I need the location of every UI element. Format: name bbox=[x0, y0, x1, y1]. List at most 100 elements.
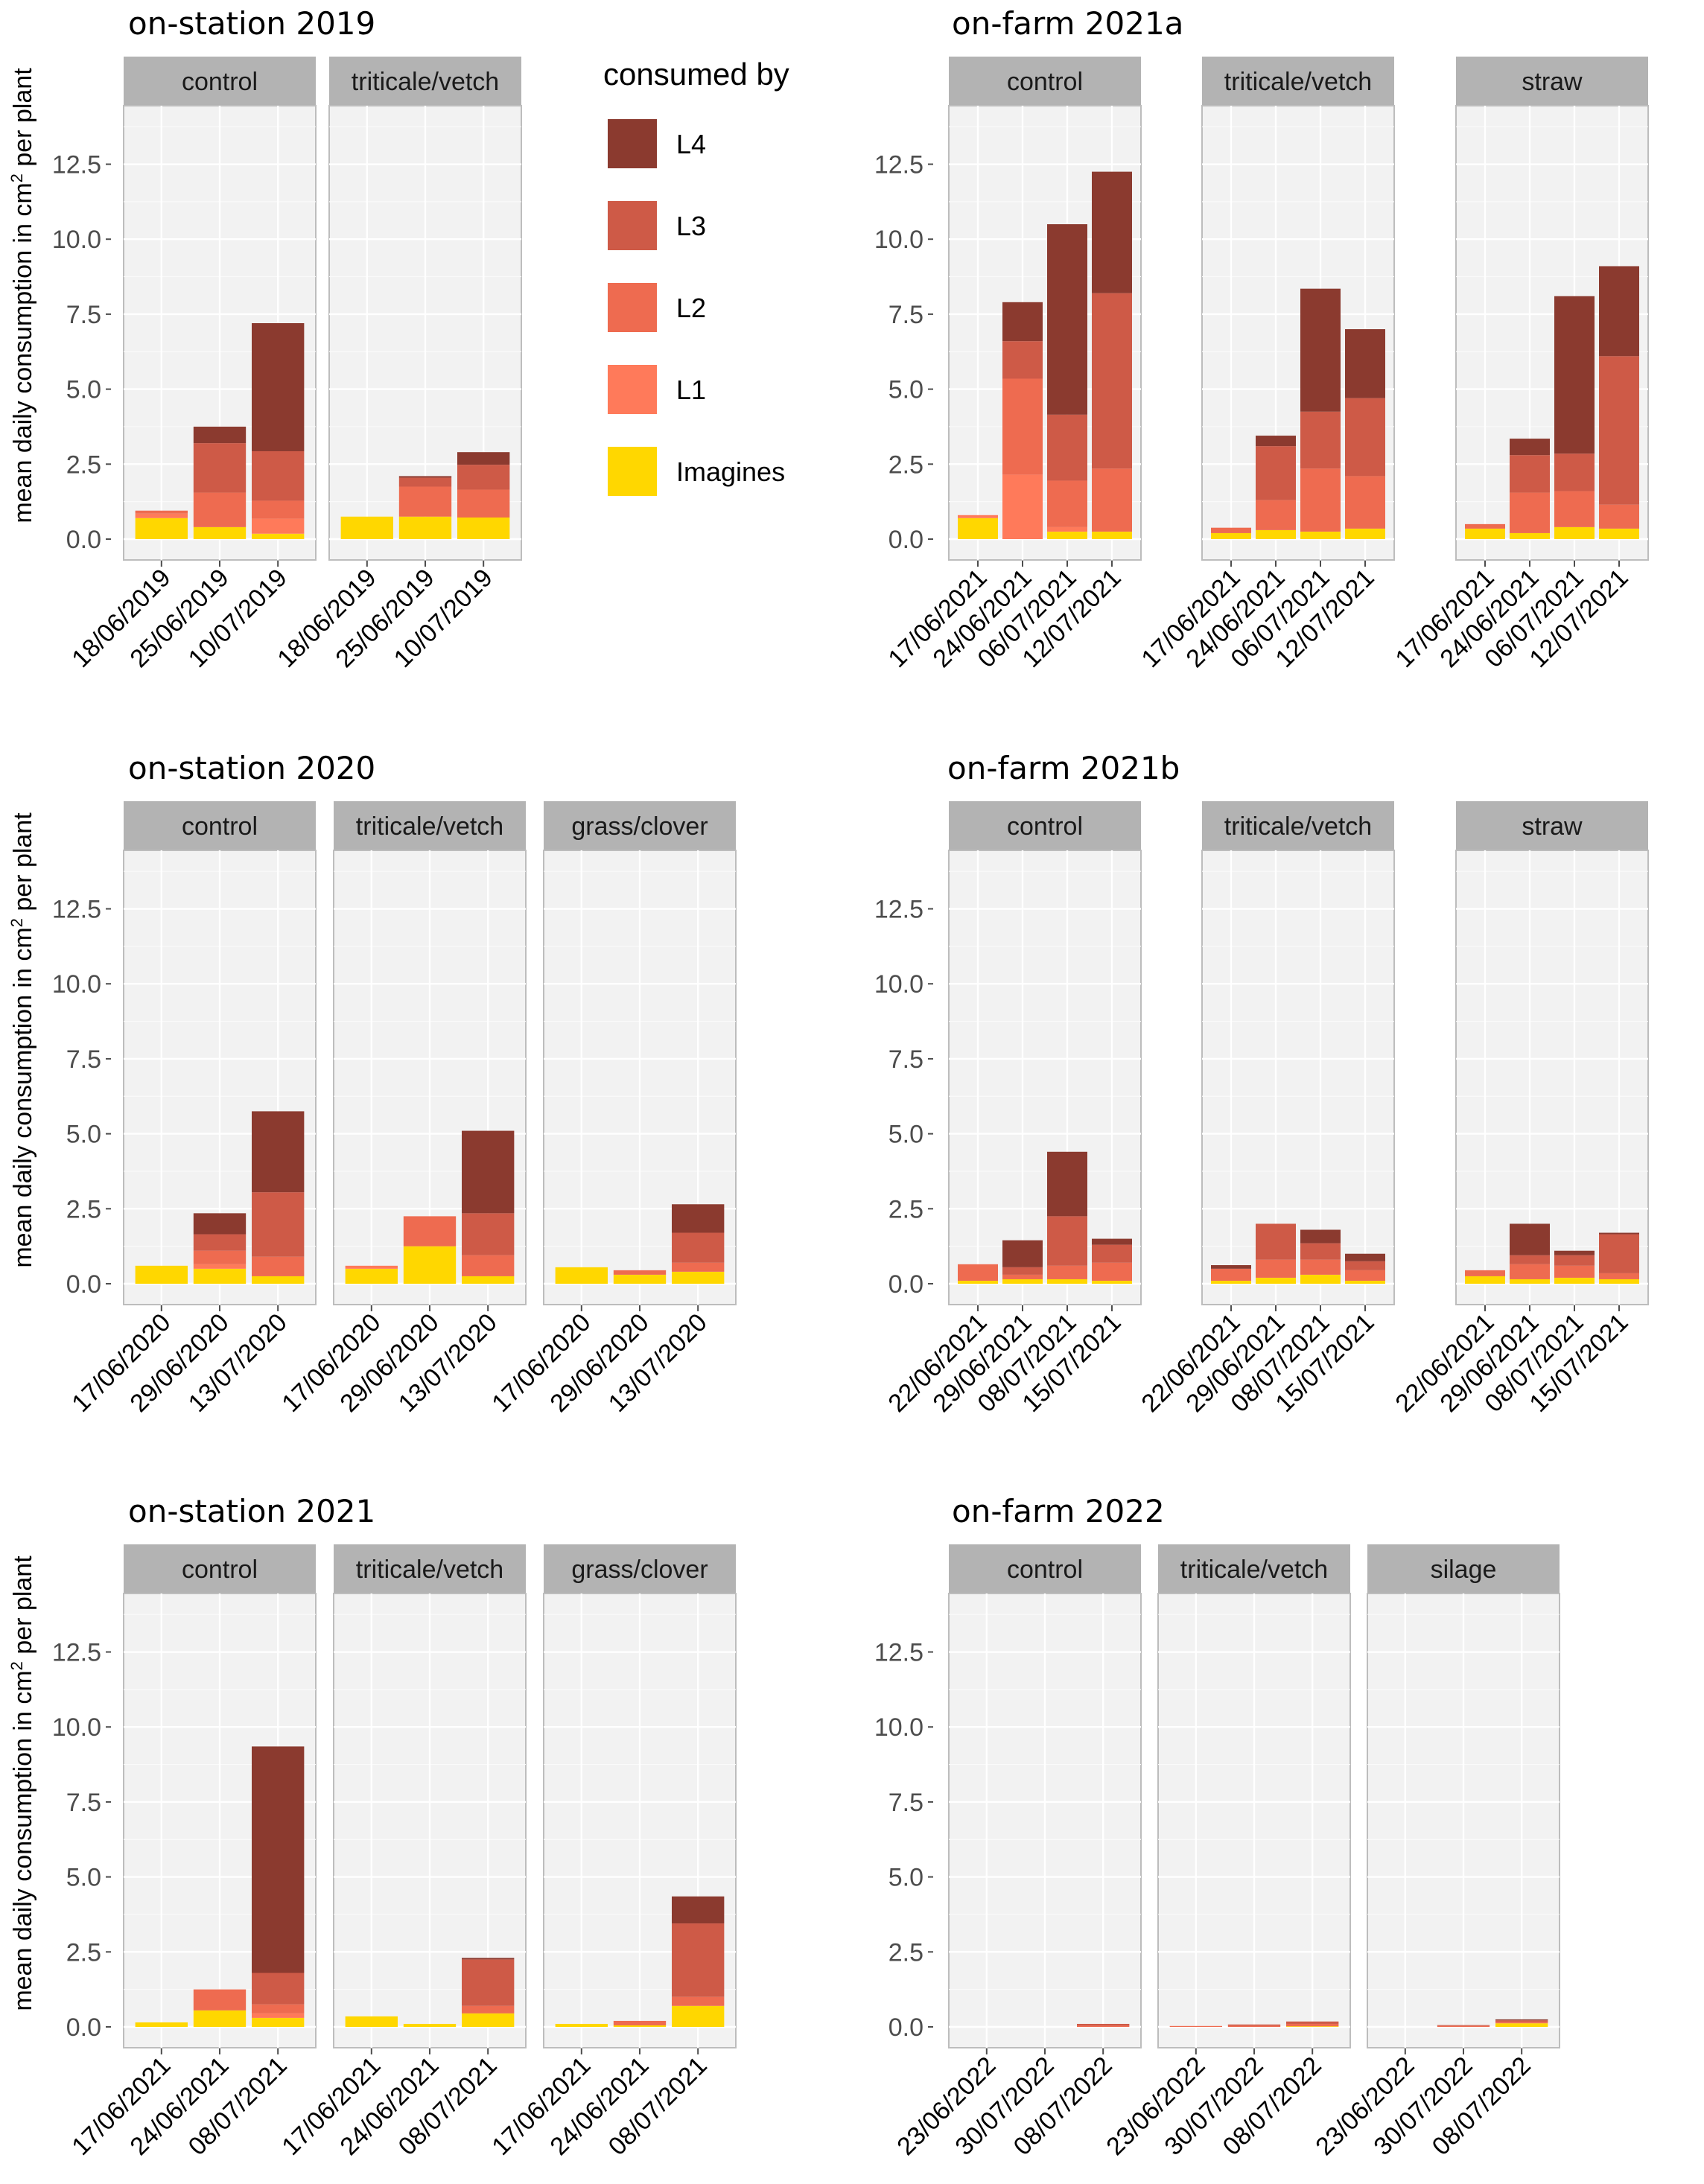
y-tick-label: 10.0 bbox=[52, 970, 101, 999]
facet-strip bbox=[949, 1544, 1141, 1594]
y-axis-label-text: mean daily consumption in cm bbox=[9, 927, 37, 1267]
bar-segment-imagines bbox=[252, 533, 305, 539]
bar-segment-l2 bbox=[403, 1216, 457, 1247]
facet-strip bbox=[1202, 801, 1394, 850]
bar-segment-l4 bbox=[1599, 266, 1639, 357]
bar-segment-l3 bbox=[1437, 2025, 1490, 2026]
legend-swatch-l1 bbox=[608, 365, 657, 414]
bar-segment-l4 bbox=[462, 1130, 515, 1214]
bar-segment-l3 bbox=[672, 1232, 725, 1263]
y-axis-label: mean daily consumption in cm2 per plant bbox=[7, 812, 38, 1268]
bar-segment-l2 bbox=[1510, 1264, 1550, 1279]
bar-segment-l4 bbox=[398, 476, 452, 478]
bar-segment-imagines bbox=[1300, 531, 1341, 539]
bar-segment-l2 bbox=[462, 1255, 515, 1276]
bar-segment-l3 bbox=[1286, 2021, 1339, 2024]
y-tick-label: 0.0 bbox=[66, 2013, 101, 2042]
bar-segment-l3 bbox=[1002, 1267, 1043, 1275]
bar-segment-l3 bbox=[1554, 453, 1595, 491]
facet-strip-label: control bbox=[1007, 68, 1083, 96]
bar-segment-imagines bbox=[1092, 1280, 1132, 1284]
bar-segment-imagines bbox=[613, 1274, 667, 1284]
panel-title: on-station 2021 bbox=[128, 1493, 375, 1529]
bar-segment-imagines bbox=[403, 1246, 457, 1284]
bar-segment-l1 bbox=[252, 518, 305, 534]
bar-segment-imagines bbox=[555, 2023, 608, 2027]
bar-segment-l3 bbox=[1300, 1243, 1341, 1260]
bar-segment-l2 bbox=[1510, 492, 1550, 533]
bar-segment-l2 bbox=[1077, 2025, 1130, 2027]
bar-segment-l2 bbox=[1345, 476, 1385, 529]
bar-segment-imagines bbox=[135, 518, 188, 539]
facet-strip bbox=[1456, 57, 1648, 106]
panel-6: on-farm 2022 0.0 2.5 5.0 7.5 10.0 12.5control2… bbox=[874, 1493, 1560, 2161]
legend-label-l1: L1 bbox=[676, 375, 706, 405]
bar-segment-imagines bbox=[1256, 529, 1296, 539]
facet-strip-label: triticale/vetch bbox=[356, 812, 503, 841]
bar-segment-l4 bbox=[1510, 1223, 1550, 1255]
bar-segment-l1 bbox=[1047, 526, 1087, 532]
facet-strip bbox=[1202, 57, 1394, 106]
bar-segment-l2 bbox=[1599, 504, 1639, 529]
y-tick-label: 5.0 bbox=[66, 1121, 101, 1149]
bar-segment-l2 bbox=[672, 1996, 725, 2006]
panel-title: on-station 2019 bbox=[128, 5, 375, 42]
bar-segment-l1 bbox=[252, 2013, 305, 2018]
bar-segment-l3 bbox=[252, 451, 305, 501]
bar-segment-imagines bbox=[1554, 1277, 1595, 1284]
bar-segment-l2 bbox=[1300, 1259, 1341, 1275]
bar-segment-imagines bbox=[193, 526, 247, 539]
bar-segment-imagines bbox=[1211, 532, 1251, 539]
bar-segment-imagines bbox=[135, 1265, 188, 1284]
bar-segment-l2 bbox=[1345, 1270, 1385, 1281]
legend-title: consumed by bbox=[603, 57, 789, 92]
panel-5: on-station 20210.02.55.07.510.012.5contr… bbox=[52, 1493, 737, 2161]
facet-strip bbox=[334, 1544, 526, 1594]
bar-segment-l4 bbox=[1510, 439, 1550, 456]
bar-segment-imagines bbox=[340, 516, 393, 539]
bar-segment-l3 bbox=[193, 1234, 247, 1251]
y-axis-label-superscript: 2 bbox=[7, 1661, 26, 1670]
y-tick-label: 2.5 bbox=[66, 451, 101, 479]
bar-segment-l3 bbox=[672, 1923, 725, 1997]
bar-segment-imagines bbox=[193, 1268, 247, 1284]
panel-title: on-farm 2021b bbox=[947, 750, 1180, 786]
bar-segment-imagines bbox=[1002, 1279, 1043, 1284]
bar-segment-l2 bbox=[1554, 491, 1595, 527]
y-axis-label: mean daily consumption in cm2 per plant bbox=[7, 1556, 38, 2011]
bar-segment-l2 bbox=[193, 1989, 247, 2011]
bar-segment-imagines bbox=[1465, 1276, 1505, 1284]
bar-segment-l4 bbox=[1256, 436, 1296, 447]
y-tick-label: 12.5 bbox=[52, 1639, 101, 1667]
y-tick-label: 5.0 bbox=[66, 376, 101, 404]
bar-segment-l1 bbox=[135, 513, 188, 518]
bar-segment-l3 bbox=[1002, 341, 1043, 379]
facet-strip-label: triticale/vetch bbox=[1180, 1556, 1328, 1584]
legend-label-l2: L2 bbox=[676, 293, 706, 323]
y-tick-label: 12.5 bbox=[52, 896, 101, 924]
bar-segment-l3 bbox=[1256, 1223, 1296, 1260]
bar-segment-l1 bbox=[958, 515, 998, 518]
bar-segment-l2 bbox=[252, 500, 305, 519]
bar-segment-l4 bbox=[1345, 329, 1385, 398]
bar-segment-imagines bbox=[958, 1280, 998, 1284]
bar-segment-l2 bbox=[1092, 1262, 1132, 1281]
y-axis-label-unit: per plant bbox=[9, 812, 37, 918]
bar-segment-l2 bbox=[1211, 1268, 1251, 1281]
bar-segment-l3 bbox=[462, 1213, 515, 1255]
facet-strip-label: triticale/vetch bbox=[356, 1556, 503, 1584]
facet-triticale-vetch: triticale/vetch17/06/202124/06/202106/07… bbox=[1136, 57, 1395, 673]
bar-segment-imagines bbox=[398, 516, 452, 539]
bar-segment-l4 bbox=[1092, 171, 1132, 293]
facet-triticale-vetch: triticale/vetch17/06/202124/06/202108/07… bbox=[276, 1544, 527, 2161]
bar-segment-l3 bbox=[1092, 1244, 1132, 1263]
bar-segment-l2 bbox=[457, 489, 510, 518]
bar-segment-imagines bbox=[457, 518, 510, 539]
bar-segment-l2 bbox=[1465, 523, 1505, 529]
legend-label-l4: L4 bbox=[676, 129, 706, 159]
bar-segment-l2 bbox=[1495, 2022, 1548, 2024]
facet-triticale-vetch: triticale/vetch22/06/202129/06/202108/07… bbox=[1136, 801, 1395, 1418]
